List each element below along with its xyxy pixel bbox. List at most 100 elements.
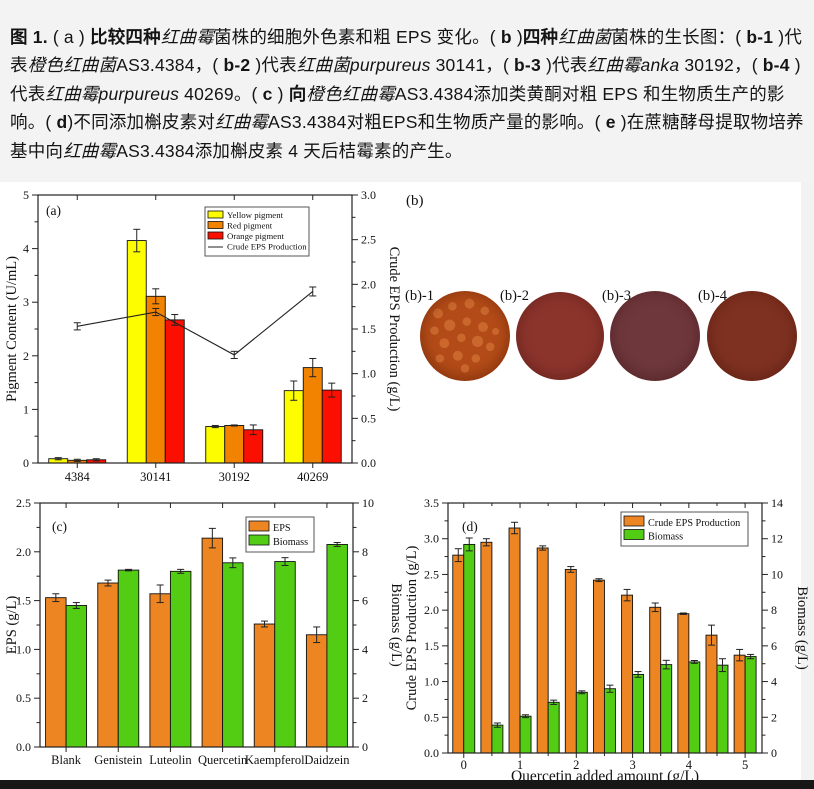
- caption-segment: 比较四种: [90, 26, 161, 47]
- caption-segment: )代表: [10, 55, 801, 104]
- svg-text:0.5: 0.5: [361, 411, 376, 425]
- svg-text:2.0: 2.0: [424, 603, 439, 617]
- svg-text:Red pigment: Red pigment: [227, 221, 273, 231]
- svg-text:2.5: 2.5: [361, 233, 376, 247]
- page-gutter: [801, 182, 814, 780]
- svg-text:4: 4: [686, 758, 693, 772]
- svg-text:8: 8: [771, 603, 777, 617]
- svg-text:1.5: 1.5: [16, 594, 31, 608]
- svg-text:Yellow pigment: Yellow pigment: [227, 210, 284, 220]
- caption-segment: 橙色红曲霉: [306, 83, 395, 104]
- svg-text:4384: 4384: [65, 470, 91, 484]
- caption-segment: )代表: [540, 55, 588, 75]
- caption-segment: b: [500, 26, 512, 47]
- svg-text:2: 2: [23, 349, 29, 363]
- svg-text:(c): (c): [52, 519, 67, 534]
- svg-text:0.0: 0.0: [16, 740, 31, 754]
- svg-text:5: 5: [742, 758, 748, 772]
- caption-segment: 红曲霉: [160, 26, 214, 47]
- svg-text:2: 2: [573, 758, 579, 772]
- caption-segment: 橙色红曲菌: [27, 55, 117, 75]
- svg-text:(a): (a): [46, 203, 61, 218]
- svg-text:(d): (d): [462, 519, 478, 534]
- svg-text:Kaempferol: Kaempferol: [245, 753, 305, 767]
- svg-text:0.0: 0.0: [424, 746, 439, 760]
- plate-label: (b)-3: [602, 288, 631, 304]
- svg-text:12: 12: [771, 532, 783, 546]
- figure-caption: 图 1. ( a ) 比较四种红曲霉菌株的细胞外色素和粗 EPS 变化。( b …: [10, 23, 806, 166]
- svg-text:6: 6: [771, 639, 777, 653]
- caption-segment: d: [56, 112, 68, 132]
- svg-text:0: 0: [461, 758, 467, 772]
- plate-label: (b)-4: [698, 288, 727, 304]
- caption-segment: b-1: [746, 26, 774, 47]
- plate-image: [707, 291, 797, 381]
- svg-text:Biomass: Biomass: [648, 532, 683, 543]
- caption-segment: 向: [288, 83, 307, 104]
- caption-segment: 红曲菌purpureus: [296, 55, 431, 75]
- svg-text:10: 10: [362, 496, 374, 510]
- svg-text:0: 0: [362, 740, 368, 754]
- svg-text:40269: 40269: [297, 470, 328, 484]
- caption-segment: ( a ): [47, 26, 91, 47]
- caption-segment: AS3.4384添加类黄酮对粗 EPS 和生物质生产的影响。(: [10, 83, 785, 133]
- caption-segment: AS3.4384，(: [116, 55, 224, 75]
- panel-a-chart: 0 1 2 3 4 5 0.0 0.5 1.0 1.5 2.0 2.5 3.0 4384 30141 3019…: [4, 188, 402, 484]
- svg-text:3.0: 3.0: [361, 188, 376, 202]
- svg-text:1.0: 1.0: [424, 675, 439, 689]
- caption-segment: 红曲霉purpureus: [45, 83, 180, 104]
- caption-segment: 30141，(: [430, 55, 515, 75]
- caption-segment: b-4: [762, 55, 790, 75]
- svg-text:2: 2: [362, 691, 368, 705]
- caption-segment: 红曲菌: [558, 26, 612, 47]
- plate-image: [420, 291, 510, 381]
- caption-segment: 四种: [522, 26, 559, 47]
- caption-segment: b-2: [223, 55, 251, 75]
- svg-text:0.5: 0.5: [16, 691, 31, 705]
- svg-text:Biomass (g/L): Biomass (g/L): [388, 583, 404, 667]
- svg-text:4: 4: [362, 642, 368, 656]
- svg-text:Crude EPS Production: Crude EPS Production: [648, 518, 740, 529]
- svg-text:2.5: 2.5: [16, 496, 31, 510]
- caption-segment: 红曲霉: [63, 140, 117, 161]
- svg-text:30192: 30192: [219, 470, 250, 484]
- caption-segment: ): [272, 83, 289, 104]
- svg-text:EPS (g/L): EPS (g/L): [4, 596, 20, 655]
- plate-label: (b)-1: [405, 288, 434, 304]
- caption-segment: 图 1.: [10, 26, 48, 47]
- panel-c-chart: 0.0 0.5 1.0 1.5 2.0 2.5 0 2 4 6 8 10 Blank Genistein L…: [4, 496, 404, 767]
- svg-text:3: 3: [629, 758, 635, 772]
- svg-text:4: 4: [23, 242, 29, 256]
- svg-text:Crude EPS Production (g/L): Crude EPS Production (g/L): [386, 247, 402, 412]
- svg-text:6: 6: [362, 594, 368, 608]
- caption-segment: )在蔗糖酵母提取物培养基中向: [10, 112, 804, 161]
- caption-segment: c: [262, 83, 273, 104]
- caption-segment: 30192，(: [679, 55, 763, 75]
- plate-image: [610, 291, 700, 381]
- caption-segment: 红曲霉: [215, 112, 269, 132]
- panel-b-plates: (b) (b)-1 (b)-2 (b)-3 (b)-4: [400, 185, 801, 485]
- svg-text:3.0: 3.0: [424, 532, 439, 546]
- svg-text:Genistein: Genistein: [94, 753, 143, 767]
- caption-segment: e: [605, 112, 616, 132]
- svg-text:14: 14: [771, 496, 783, 510]
- svg-text:1.0: 1.0: [16, 642, 31, 656]
- caption-segment: )不同添加槲皮素对: [67, 112, 216, 132]
- svg-text:4: 4: [771, 675, 777, 689]
- svg-text:1.5: 1.5: [361, 322, 376, 336]
- panel-b-letter: (b): [406, 193, 424, 209]
- svg-text:Blank: Blank: [51, 753, 82, 767]
- svg-text:Quercetin: Quercetin: [198, 753, 248, 767]
- svg-text:3: 3: [23, 295, 29, 309]
- svg-text:5: 5: [23, 188, 29, 202]
- svg-text:0: 0: [771, 746, 777, 760]
- svg-text:EPS: EPS: [273, 523, 291, 534]
- svg-text:Pigment Content (U/mL): Pigment Content (U/mL): [4, 256, 20, 402]
- caption-segment: AS3.4384对粗EPS和生物质产量的影响。(: [268, 112, 606, 132]
- svg-text:Biomass: Biomass: [273, 537, 308, 548]
- svg-text:Luteolin: Luteolin: [149, 753, 192, 767]
- bottom-divider-bar: [0, 780, 814, 789]
- svg-text:Orange pigment: Orange pigment: [227, 231, 284, 241]
